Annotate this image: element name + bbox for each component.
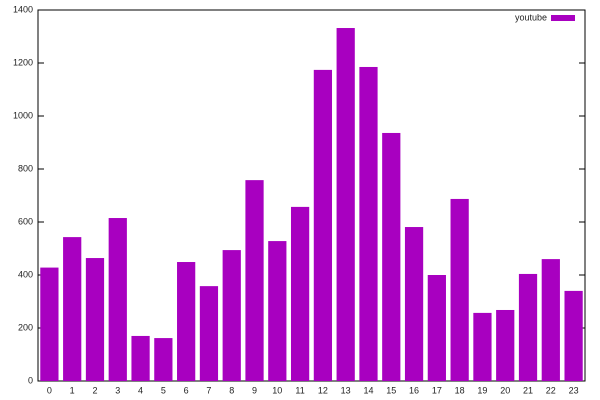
x-tick-label: 10 xyxy=(272,385,282,395)
bar xyxy=(473,312,492,381)
x-tick-label: 2 xyxy=(92,385,97,395)
x-tick-label: 18 xyxy=(455,385,465,395)
y-tick-label: 1000 xyxy=(13,110,33,120)
x-tick-label: 22 xyxy=(546,385,556,395)
x-tick-label: 3 xyxy=(115,385,120,395)
bar xyxy=(154,338,173,381)
y-tick-label: 0 xyxy=(28,375,33,385)
x-tick-label: 7 xyxy=(206,385,211,395)
y-tick-label: 1400 xyxy=(13,4,33,14)
bar xyxy=(108,218,127,381)
bar xyxy=(518,273,538,381)
bar xyxy=(268,241,287,381)
bar xyxy=(131,335,150,381)
y-tick-label: 1200 xyxy=(13,57,33,67)
bar xyxy=(199,286,219,381)
x-tick-label: 21 xyxy=(523,385,533,395)
bar xyxy=(564,290,583,381)
y-tick-label: 200 xyxy=(18,322,33,332)
legend-label: youtube xyxy=(515,12,547,22)
bar xyxy=(427,275,446,381)
x-tick-label: 8 xyxy=(229,385,234,395)
bar xyxy=(63,237,82,381)
bar xyxy=(450,198,469,381)
bar xyxy=(382,132,401,381)
x-tick-label: 0 xyxy=(47,385,52,395)
x-tick-label: 17 xyxy=(432,385,442,395)
plot-frame xyxy=(37,9,586,382)
x-tick-label: 14 xyxy=(363,385,373,395)
bar xyxy=(313,69,333,381)
x-tick-label: 5 xyxy=(161,385,166,395)
bar xyxy=(404,227,424,381)
x-tick-label: 16 xyxy=(409,385,419,395)
bar xyxy=(359,66,378,381)
x-tick-label: 23 xyxy=(569,385,579,395)
y-tick-label: 800 xyxy=(18,163,33,173)
bar xyxy=(245,180,264,381)
x-tick-label: 11 xyxy=(295,385,304,395)
legend-swatch xyxy=(551,15,575,21)
bar xyxy=(177,262,196,381)
bar xyxy=(222,250,241,381)
x-tick-label: 6 xyxy=(184,385,189,395)
bar xyxy=(541,259,560,381)
x-tick-label: 20 xyxy=(500,385,510,395)
bar xyxy=(85,258,105,381)
y-tick-label: 600 xyxy=(18,216,33,226)
y-tick-label: 400 xyxy=(18,269,33,279)
x-tick-label: 9 xyxy=(252,385,257,395)
x-tick-label: 15 xyxy=(386,385,396,395)
x-tick-label: 4 xyxy=(138,385,143,395)
x-tick-label: 13 xyxy=(341,385,351,395)
x-tick-label: 12 xyxy=(318,385,328,395)
bar xyxy=(336,28,355,382)
x-tick-label: 19 xyxy=(477,385,487,395)
x-tick-label: 1 xyxy=(70,385,75,395)
bar xyxy=(40,267,59,381)
bar xyxy=(496,309,515,381)
bar xyxy=(290,206,310,381)
